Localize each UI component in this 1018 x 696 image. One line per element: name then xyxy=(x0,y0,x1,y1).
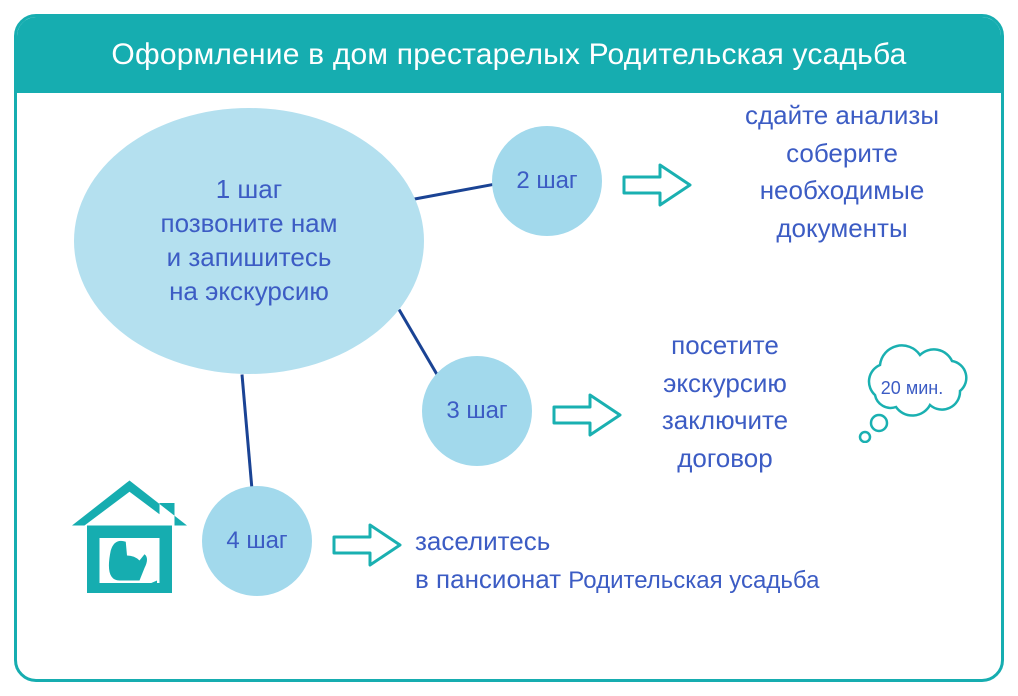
step3-annotation: посетитеэкскурсиюзаключитедоговор xyxy=(635,327,815,478)
header-title: Оформление в дом престарелых Родительска… xyxy=(111,38,906,72)
diagram-canvas: 1 шагпозвоните нами запишитесьна экскурс… xyxy=(17,93,1001,679)
step-2-bubble: 2 шаг xyxy=(492,126,602,236)
header-bar: Оформление в дом престарелых Родительска… xyxy=(17,17,1001,93)
step4-annotation: заселитесьв пансионат Родительская усадь… xyxy=(415,523,975,598)
cloud-label: 20 мин. xyxy=(847,333,977,443)
house-icon xyxy=(67,473,192,603)
step-4-label: 4 шаг xyxy=(208,525,307,556)
step-2-label: 2 шаг xyxy=(498,165,597,196)
step-3-label: 3 шаг xyxy=(428,395,527,426)
step-3-bubble: 3 шаг xyxy=(422,356,532,466)
step2-annotation: сдайте анализысоберитенеобходимыедокумен… xyxy=(702,97,982,248)
edge-1-4 xyxy=(241,374,254,489)
step-4-bubble: 4 шаг xyxy=(202,486,312,596)
edge-1-3 xyxy=(398,309,439,376)
diagram-container: Оформление в дом престарелых Родительска… xyxy=(14,14,1004,682)
edge-1-2 xyxy=(412,183,494,201)
step-1-bubble: 1 шагпозвоните нами запишитесьна экскурс… xyxy=(74,108,424,374)
arrow-after-step2 xyxy=(622,163,692,207)
arrow-after-step3 xyxy=(552,393,622,437)
thought-cloud: 20 мин. xyxy=(847,343,977,443)
step-1-label: 1 шагпозвоните нами запишитесьна экскурс… xyxy=(92,173,407,308)
arrow-after-step4 xyxy=(332,523,402,567)
